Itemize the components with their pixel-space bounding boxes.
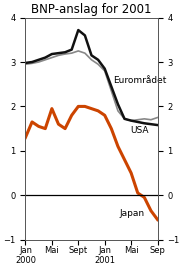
Text: USA: USA [130,126,148,135]
Title: BNP-anslag for 2001: BNP-anslag for 2001 [31,3,152,16]
Text: Eurområdet: Eurområdet [113,76,166,85]
Text: Japan: Japan [119,209,144,218]
